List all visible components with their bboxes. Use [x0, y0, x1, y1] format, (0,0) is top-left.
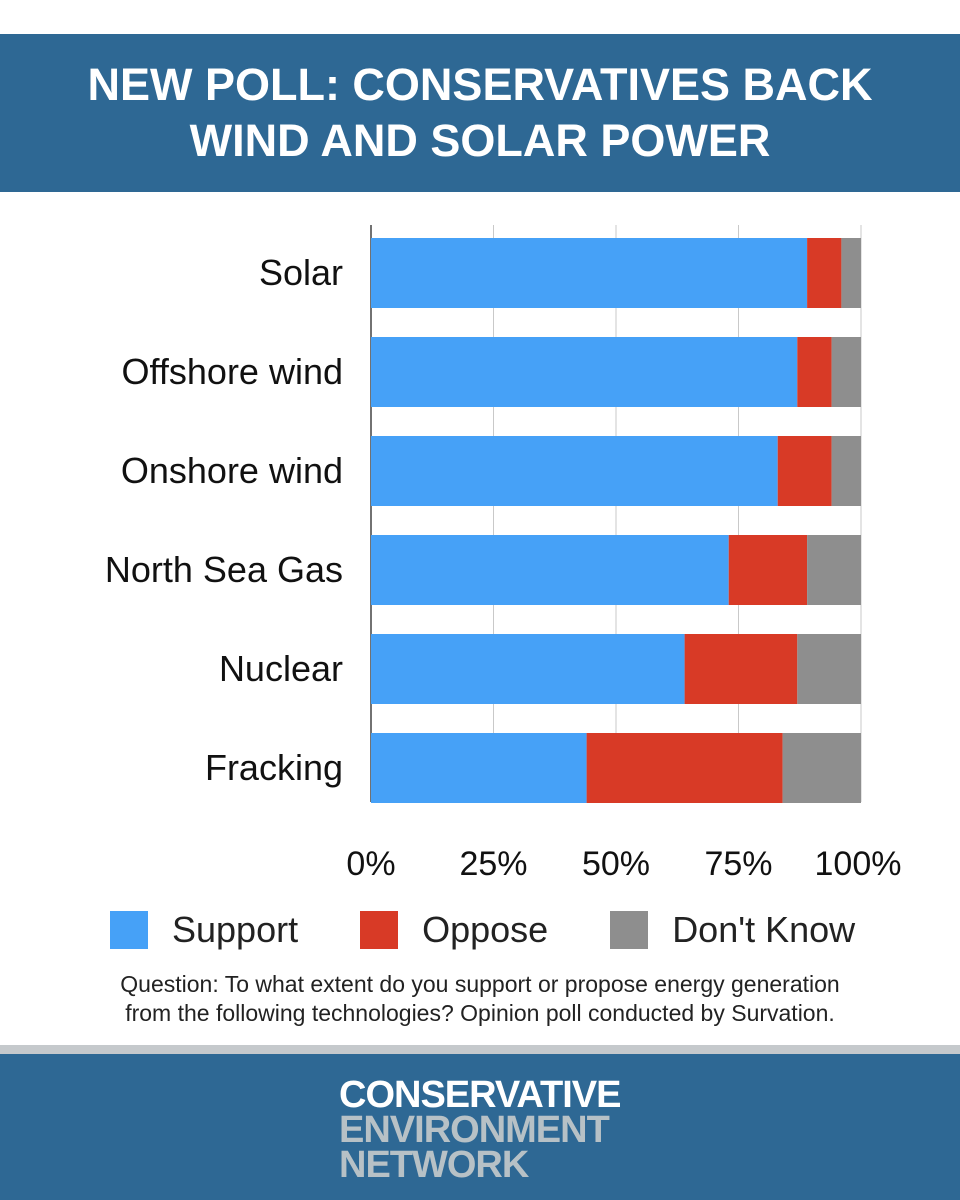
bar-segment-support — [371, 535, 729, 605]
bar-segment-don-t-know — [797, 634, 861, 704]
bar-segment-oppose — [586, 733, 783, 803]
survey-question-note: Question: To what extent do you support … — [0, 970, 960, 1028]
bar-segment-don-t-know — [807, 535, 861, 605]
page-title-line-1: NEW POLL: CONSERVATIVES BACK — [87, 59, 873, 110]
bar-segment-oppose — [797, 337, 832, 407]
footer-banner: CONSERVATIVE ENVIRONMENT NETWORK — [0, 1054, 960, 1200]
category-label: Onshore wind — [121, 450, 343, 491]
logo-line-2: ENVIRONMENT — [339, 1109, 610, 1151]
legend-item-support: Support — [110, 909, 298, 951]
legend-swatch-oppose — [360, 911, 399, 949]
stacked-bar-chart: Solar Offshore wind Onshore wind North Sea … — [105, 225, 902, 883]
category-label: Solar — [259, 252, 343, 293]
bar-segment-oppose — [728, 535, 808, 605]
header-banner: NEW POLL: CONSERVATIVES BACK WIND AND SO… — [0, 34, 960, 192]
bar-segment-support — [371, 337, 798, 407]
category-label: Nuclear — [219, 648, 343, 689]
x-tick-label: 25% — [459, 845, 527, 883]
bar-segment-oppose — [684, 634, 798, 704]
legend-swatch-dont-know — [610, 911, 649, 949]
category-label: Fracking — [205, 747, 343, 788]
bar-segment-support — [371, 733, 587, 803]
logo-line-3: NETWORK — [339, 1144, 529, 1186]
footer-divider — [0, 1045, 960, 1054]
legend-label-dont-know: Don't Know — [672, 909, 856, 950]
x-tick-label: 75% — [704, 845, 772, 883]
category-label: North Sea Gas — [105, 549, 343, 590]
page-title-line-2: WIND AND SOLAR POWER — [189, 115, 771, 166]
bar-segment-don-t-know — [831, 337, 861, 407]
note-line-2: from the following technologies? Opinion… — [125, 1000, 835, 1026]
bar-segment-don-t-know — [841, 238, 861, 308]
legend-swatch-support — [110, 911, 148, 949]
legend-label-support: Support — [172, 909, 299, 950]
category-label: Offshore wind — [122, 351, 343, 392]
chart-legend: Support Oppose Don't Know — [110, 905, 855, 955]
legend-item-oppose: Oppose — [360, 909, 548, 951]
legend-label-oppose: Oppose — [422, 909, 549, 950]
bar-segment-don-t-know — [782, 733, 861, 803]
bar-segment-support — [371, 238, 808, 308]
bar-segment-support — [371, 634, 685, 704]
note-line-1: Question: To what extent do you support … — [120, 971, 840, 997]
bar-segment-don-t-know — [831, 436, 861, 506]
bar-segment-oppose — [777, 436, 832, 506]
x-tick-label: 100% — [815, 845, 902, 883]
x-tick-label: 0% — [346, 845, 395, 883]
legend-item-dont-know: Don't Know — [610, 909, 855, 951]
bar-segment-oppose — [807, 238, 842, 308]
conservative-environment-network-logo: CONSERVATIVE ENVIRONMENT NETWORK — [339, 1074, 621, 1186]
bar-segment-support — [371, 436, 778, 506]
x-tick-label: 50% — [582, 845, 650, 883]
logo-line-1: CONSERVATIVE — [339, 1074, 621, 1116]
